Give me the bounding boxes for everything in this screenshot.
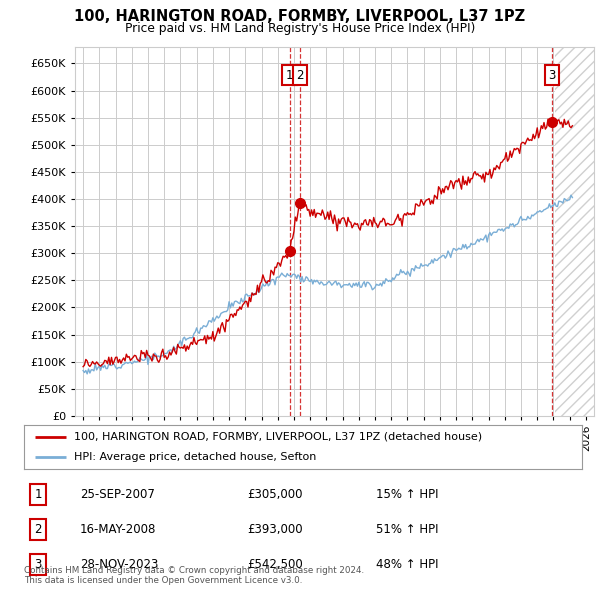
Text: 15% ↑ HPI: 15% ↑ HPI <box>376 488 438 501</box>
Text: £542,500: £542,500 <box>247 558 303 571</box>
Text: 2: 2 <box>296 69 304 82</box>
Text: 1: 1 <box>286 69 293 82</box>
Text: 51% ↑ HPI: 51% ↑ HPI <box>376 523 438 536</box>
Text: Price paid vs. HM Land Registry's House Price Index (HPI): Price paid vs. HM Land Registry's House … <box>125 22 475 35</box>
Text: 100, HARINGTON ROAD, FORMBY, LIVERPOOL, L37 1PZ (detached house): 100, HARINGTON ROAD, FORMBY, LIVERPOOL, … <box>74 432 482 442</box>
Text: £393,000: £393,000 <box>247 523 303 536</box>
Text: £305,000: £305,000 <box>247 488 303 501</box>
Text: 100, HARINGTON ROAD, FORMBY, LIVERPOOL, L37 1PZ: 100, HARINGTON ROAD, FORMBY, LIVERPOOL, … <box>74 9 526 24</box>
Text: 48% ↑ HPI: 48% ↑ HPI <box>376 558 438 571</box>
Text: 16-MAY-2008: 16-MAY-2008 <box>80 523 156 536</box>
Text: Contains HM Land Registry data © Crown copyright and database right 2024.
This d: Contains HM Land Registry data © Crown c… <box>24 566 364 585</box>
Text: 28-NOV-2023: 28-NOV-2023 <box>80 558 158 571</box>
Text: 3: 3 <box>34 558 41 571</box>
Text: 3: 3 <box>548 69 556 82</box>
Text: 1: 1 <box>34 488 42 501</box>
Text: HPI: Average price, detached house, Sefton: HPI: Average price, detached house, Seft… <box>74 452 317 462</box>
Bar <box>555 47 600 416</box>
Text: 2: 2 <box>34 523 42 536</box>
Bar <box>555 47 600 416</box>
Text: 25-SEP-2007: 25-SEP-2007 <box>80 488 155 501</box>
